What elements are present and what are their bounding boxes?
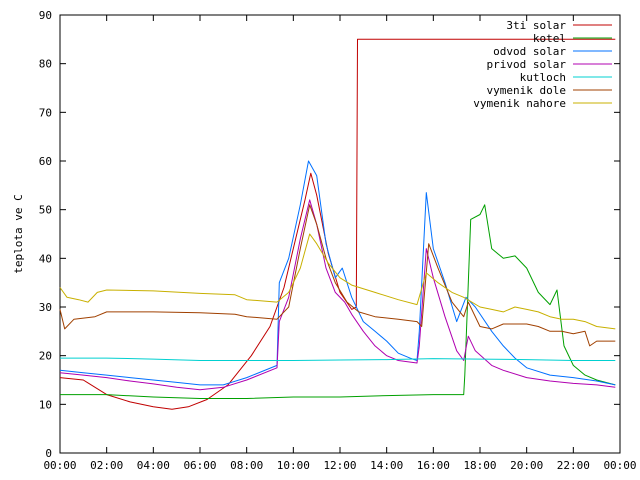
y-axis: 0 10 20 30 40 50 60 70 80 90 (39, 9, 620, 460)
x-tick-label: 06:00 (183, 459, 216, 472)
x-tick-label: 00:00 (43, 459, 76, 472)
y-tick-label: 30 (39, 301, 52, 314)
y-tick-label: 0 (45, 447, 52, 460)
series-line-4 (60, 357, 616, 361)
legend-label: 3ti solar (506, 19, 566, 32)
legend-label: kutloch (520, 71, 566, 84)
legend-label: vymenik nahore (473, 97, 566, 110)
x-tick-label: 00:00 (603, 459, 636, 472)
x-tick-label: 12:00 (323, 459, 356, 472)
x-tick-label: 18:00 (463, 459, 496, 472)
y-tick-label: 40 (39, 252, 52, 265)
y-tick-label: 20 (39, 350, 52, 363)
series-line-2 (59, 160, 616, 386)
x-tick-label: 16:00 (417, 459, 450, 472)
legend-label: kotel (533, 32, 566, 45)
series-line-5 (59, 204, 616, 347)
legend-label: privod solar (487, 58, 567, 71)
y-tick-label: 90 (39, 9, 52, 22)
series-line-1 (60, 204, 616, 399)
x-tick-label: 20:00 (510, 459, 543, 472)
series-line-6 (59, 233, 616, 330)
y-tick-label: 80 (39, 58, 52, 71)
x-tick-label: 08:00 (230, 459, 263, 472)
x-tick-label: 22:00 (557, 459, 590, 472)
x-tick-label: 04:00 (137, 459, 170, 472)
y-tick-label: 70 (39, 106, 52, 119)
y-tick-label: 50 (39, 204, 52, 217)
series-layer (59, 38, 616, 410)
x-tick-label: 02:00 (90, 459, 123, 472)
x-axis: 00:00 02:00 04:00 06:00 08:00 10:00 12:00 14:00… (43, 15, 637, 472)
y-tick-label: 60 (39, 155, 52, 168)
y-axis-title: teplota ve C (12, 194, 25, 273)
y-tick-label: 10 (39, 398, 52, 411)
legend-label: odvod solar (493, 45, 566, 58)
x-tick-label: 10:00 (277, 459, 310, 472)
x-tick-label: 14:00 (370, 459, 403, 472)
series-line-3 (59, 199, 616, 391)
legend-label: vymenik dole (487, 84, 566, 97)
series-line-0 (59, 38, 616, 410)
